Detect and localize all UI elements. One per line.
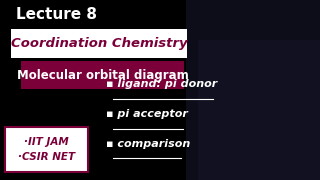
FancyBboxPatch shape: [186, 0, 320, 180]
Text: ▪ pi acceptor: ▪ pi acceptor: [106, 109, 188, 119]
FancyBboxPatch shape: [198, 40, 320, 180]
Text: Coordination Chemistry: Coordination Chemistry: [11, 37, 188, 50]
FancyBboxPatch shape: [11, 29, 187, 58]
Text: Lecture 8: Lecture 8: [16, 7, 97, 22]
Text: ▪ comparison: ▪ comparison: [106, 139, 190, 149]
Text: Molecular orbital diagram: Molecular orbital diagram: [17, 69, 188, 82]
Text: ▪ ligand: pi donor: ▪ ligand: pi donor: [106, 79, 217, 89]
FancyBboxPatch shape: [21, 61, 184, 89]
FancyBboxPatch shape: [5, 127, 88, 172]
Text: ·IIT JAM
·CSIR NET: ·IIT JAM ·CSIR NET: [18, 137, 75, 162]
